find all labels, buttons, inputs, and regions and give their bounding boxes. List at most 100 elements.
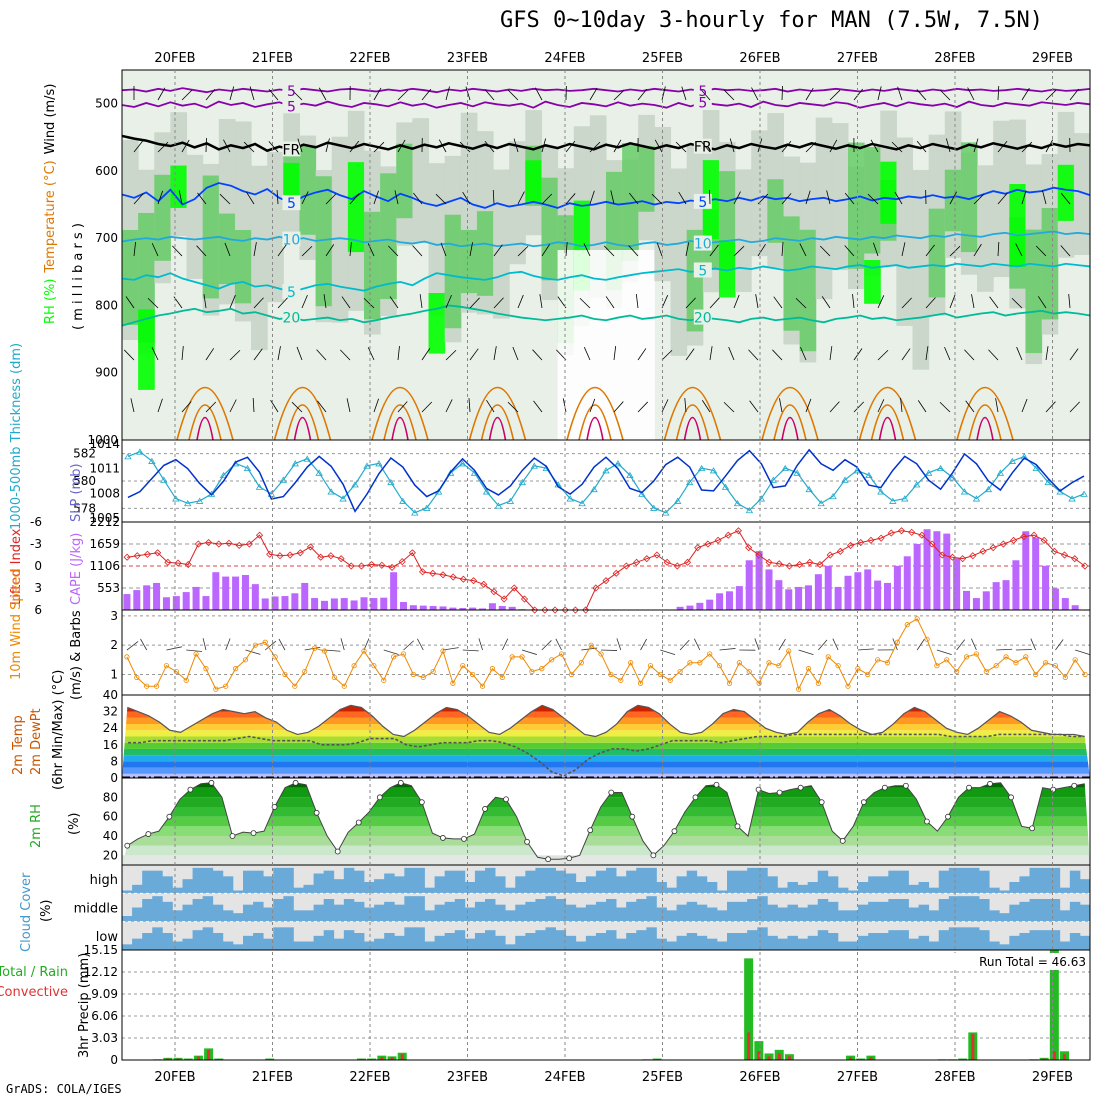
wind10-marker: [163, 663, 170, 669]
cloud-cell-high: [716, 890, 728, 894]
wind10-marker: [193, 651, 199, 657]
wind10-marker: [904, 622, 910, 628]
wind10-barb: [363, 638, 370, 651]
lifted-index-marker: [520, 595, 529, 603]
contour-label-bg: [693, 262, 712, 278]
cloud-cell-high: [656, 882, 667, 894]
cloud-cell-middle: [293, 910, 304, 922]
wind10-barb: [956, 639, 966, 651]
cloud-cell-low: [878, 933, 889, 950]
cape-bar: [488, 603, 496, 610]
wind-barb: [562, 398, 567, 413]
rh-shade-grey: [896, 137, 914, 326]
cloud-cell-middle: [868, 901, 879, 922]
cloud-cell-low: [747, 930, 758, 950]
wind-barb: [973, 243, 982, 257]
thickness-marker: [769, 476, 778, 483]
wind10-barb: [693, 638, 701, 651]
wind-barb: [772, 349, 783, 361]
cape-bar: [755, 551, 763, 610]
low-level-contour: [383, 404, 417, 441]
wind-barb: [445, 86, 450, 101]
wind10-barb: [186, 649, 203, 652]
wind-barb: [901, 297, 912, 309]
slp-tick: 1008: [89, 486, 120, 500]
wind10-barb: [778, 638, 786, 651]
cloud-cell-low: [767, 935, 778, 950]
panel-labels: 20FEB 20FEB 21FEB 21FEB 22FEB 22FEB 23FEB 23FEB…: [0, 51, 1087, 1085]
wind-barb: [749, 400, 759, 413]
thickness-marker: [195, 497, 204, 504]
lifted-index-marker: [908, 528, 916, 536]
wind-barb: [628, 192, 639, 205]
rh-marker: [1050, 786, 1057, 793]
thickness-marker: [805, 485, 813, 493]
rh-shade-mid: [767, 179, 784, 243]
cape-bar: [1022, 531, 1030, 610]
wind10-marker: [983, 668, 989, 675]
cloud-cell-high: [132, 884, 143, 894]
pressure-tick: 600: [95, 164, 118, 178]
cloud-cell-middle: [807, 904, 819, 922]
cloud-cell-low: [999, 944, 1010, 950]
rh-shade-mid: [848, 142, 865, 269]
thickness-marker: [638, 490, 646, 497]
cape-bar: [123, 594, 131, 610]
wind-barb: [997, 85, 1000, 101]
date-label-top: 20FEB: [154, 51, 195, 66]
wind-barb: [318, 87, 327, 101]
precip-conv-bar: [971, 1033, 975, 1060]
cloud-cell-middle: [505, 910, 516, 922]
wind10-marker: [450, 680, 456, 686]
wind-barb: [346, 398, 351, 413]
wind-barb: [340, 349, 351, 361]
contour-label-bg: [282, 284, 301, 299]
cloud-cell-high: [424, 887, 435, 894]
lifted-index-marker: [449, 573, 457, 581]
date-label-bottom: 22FEB: [349, 1070, 390, 1085]
cloud-cell-high: [908, 884, 919, 894]
cape-bar: [864, 569, 872, 610]
rh-marker: [713, 781, 720, 788]
cloud-cell-low: [616, 938, 627, 950]
cape-bar: [232, 576, 240, 610]
cloud-cell-high: [626, 870, 637, 894]
wind-barb: [579, 297, 591, 309]
rh-marker: [124, 842, 131, 849]
precip-total-bar: [754, 1041, 764, 1060]
wind10-marker: [716, 663, 723, 669]
cloud-cell-middle: [837, 910, 849, 922]
wind10-marker: [657, 671, 663, 678]
wind10-barb: [640, 638, 647, 651]
wind-barb: [995, 398, 999, 413]
date-label-bottom: 23FEB: [447, 1070, 488, 1085]
cloud-cell-high: [444, 870, 456, 894]
rh-marker: [818, 799, 825, 806]
cloud-cell-middle: [696, 904, 708, 922]
cloud-cell-middle: [958, 896, 970, 922]
wind10-barb: [818, 639, 828, 651]
precip-conv-bar: [869, 1057, 873, 1060]
lifted-index-marker: [1071, 555, 1079, 563]
wind-barb: [151, 243, 159, 257]
temp-band: [122, 761, 1090, 768]
cloud-cell-middle: [384, 901, 395, 922]
cloud-cell-low: [192, 930, 204, 950]
low-level-contour-warm: [586, 416, 604, 441]
lifted-index-marker: [459, 575, 467, 583]
lifted-index-marker: [337, 555, 345, 563]
cape-bar: [844, 575, 852, 610]
rh-marker: [924, 818, 930, 825]
lifted-index-marker: [1040, 536, 1048, 544]
lifted-index-marker: [1030, 531, 1038, 539]
cloud-cell-middle: [989, 910, 1000, 922]
wind-barb: [412, 245, 423, 257]
lifted-index-marker: [846, 541, 855, 550]
lifted-index-marker: [877, 534, 885, 542]
lifted-index-marker: [123, 553, 131, 561]
wind-barb: [413, 192, 423, 205]
thickness-marker: [793, 469, 801, 476]
cloud-cell-middle: [636, 899, 647, 922]
cloud-cell-middle: [646, 896, 657, 922]
cape-bar: [291, 593, 299, 610]
